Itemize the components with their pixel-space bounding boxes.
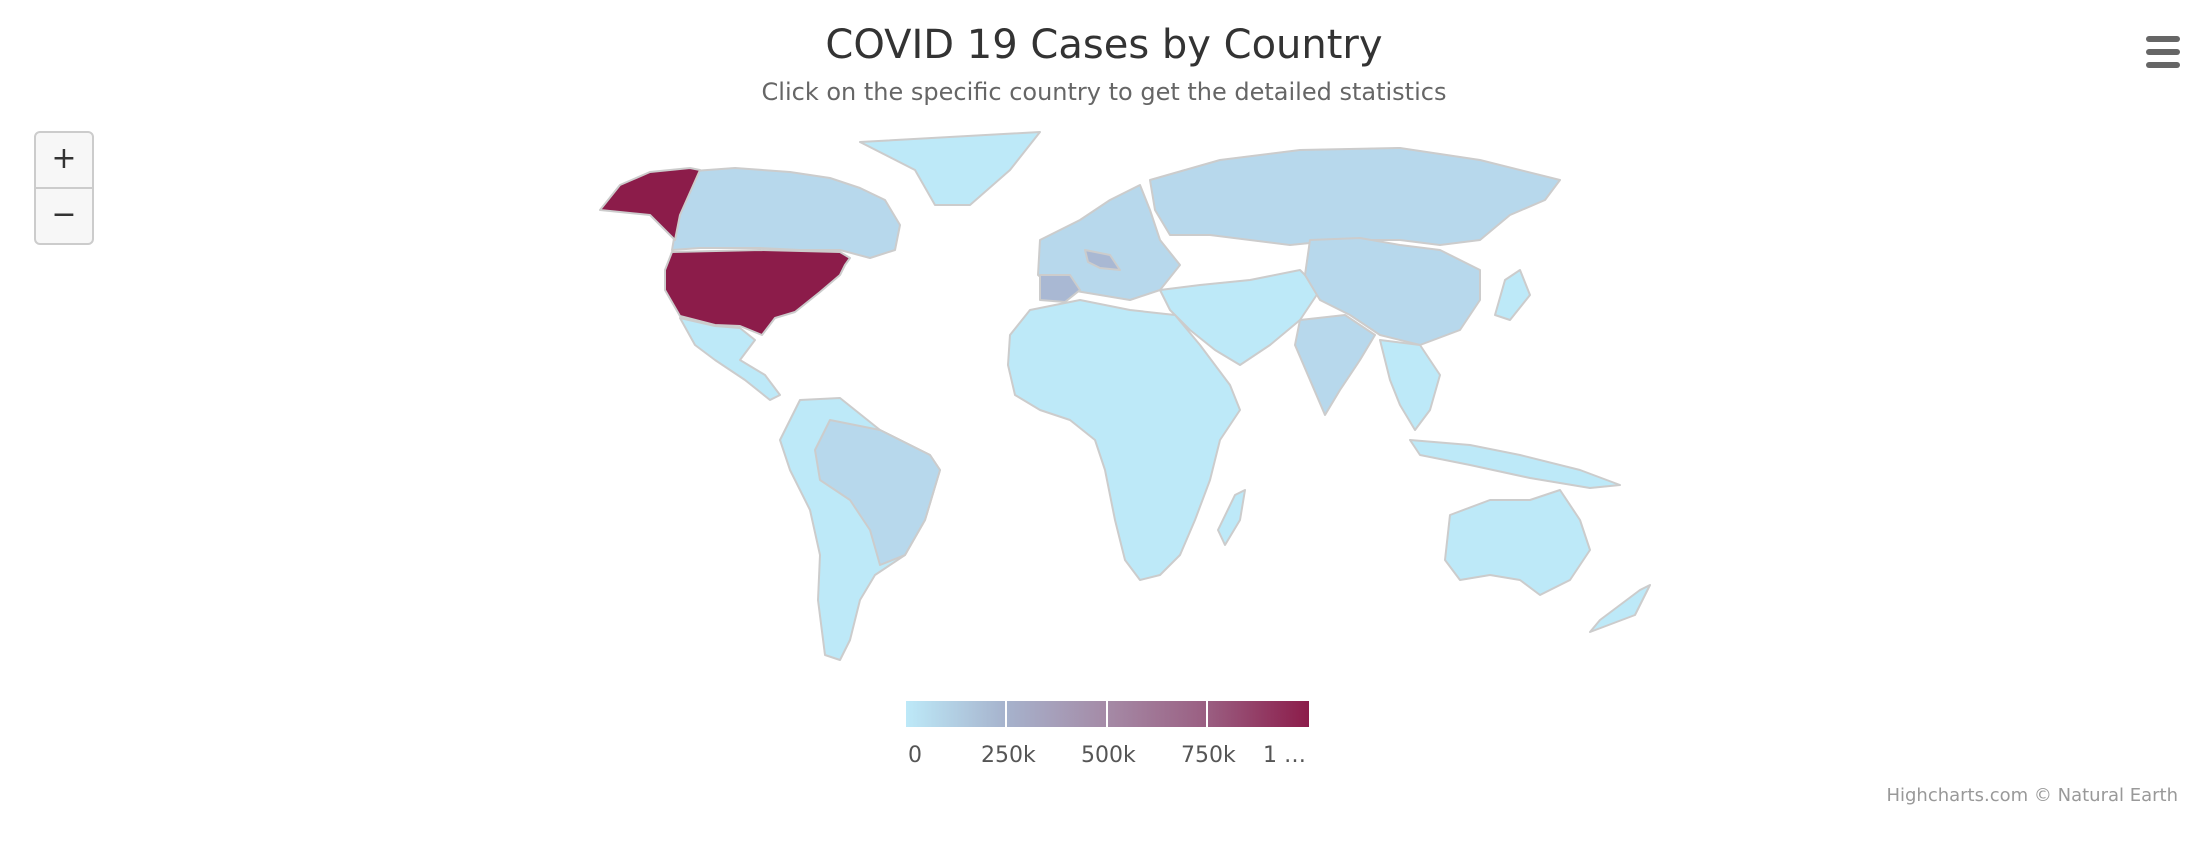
country-italy[interactable] <box>1084 249 1121 271</box>
legend-divider <box>1206 701 1208 727</box>
hamburger-menu-icon <box>2146 36 2180 42</box>
legend-label: 500k <box>1081 743 1136 768</box>
country-russia[interactable] <box>1149 147 1561 246</box>
zoom-in-button[interactable]: + <box>51 141 77 176</box>
country-indonesia[interactable] <box>1409 439 1621 489</box>
country-madagascar[interactable] <box>1217 489 1246 546</box>
country-middle-east[interactable] <box>1159 269 1321 366</box>
legend-label: 250k <box>981 743 1036 768</box>
country-united-states[interactable] <box>664 249 851 336</box>
map-subtitle: Click on the specific country to get the… <box>761 78 1447 106</box>
map-title: COVID 19 Cases by Country <box>825 22 1383 68</box>
country-africa[interactable] <box>1007 299 1241 581</box>
world-map <box>599 131 1651 661</box>
legend-divider <box>1005 701 1007 727</box>
legend-label: 0 <box>908 743 922 768</box>
country-southeast-asia[interactable] <box>1379 339 1441 431</box>
country-india[interactable] <box>1294 314 1376 416</box>
country-australia[interactable] <box>1444 489 1591 596</box>
country-spain[interactable] <box>1039 274 1081 303</box>
color-axis-bar <box>906 701 1309 727</box>
legend-label: 1 … <box>1263 743 1306 768</box>
country-canada[interactable] <box>671 167 901 259</box>
country-new-zealand[interactable] <box>1589 584 1651 633</box>
country-japan[interactable] <box>1494 269 1531 321</box>
chart-menu-button[interactable] <box>2142 36 2188 76</box>
legend-label: 750k <box>1181 743 1236 768</box>
legend-divider <box>1106 701 1108 727</box>
country-mexico[interactable] <box>679 317 781 401</box>
credits-link[interactable]: Highcharts.com © Natural Earth <box>1886 785 2178 806</box>
zoom-out-button[interactable]: − <box>36 187 92 243</box>
country-greenland[interactable] <box>859 131 1041 206</box>
zoom-controls: + − <box>34 131 94 245</box>
country-brazil[interactable] <box>814 419 941 566</box>
country-china[interactable] <box>1304 237 1481 346</box>
country-alaska[interactable] <box>599 167 701 241</box>
